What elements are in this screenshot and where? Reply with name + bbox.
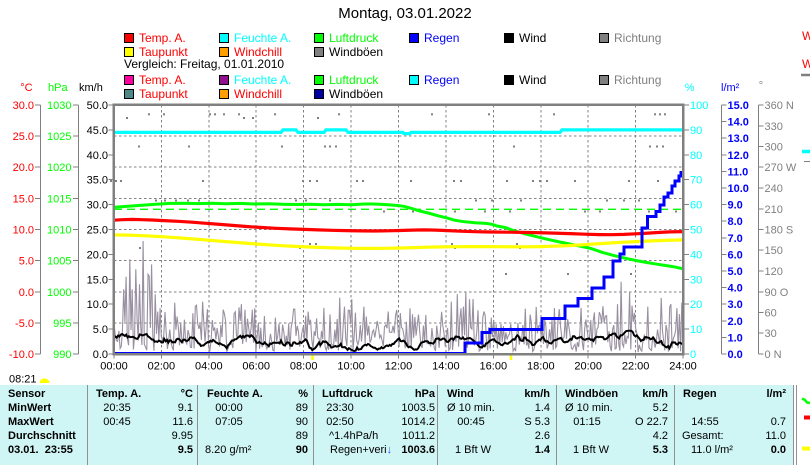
svg-text:5.0: 5.0 (93, 324, 108, 336)
svg-text:15.0: 15.0 (728, 100, 749, 112)
svg-text:25.0: 25.0 (87, 225, 108, 237)
svg-text:3.0: 3.0 (728, 299, 743, 311)
svg-text:10.0: 10.0 (728, 183, 749, 195)
svg-text:1005: 1005 (47, 256, 71, 268)
svg-text:6.0: 6.0 (728, 249, 743, 261)
svg-text:0.0: 0.0 (19, 287, 34, 299)
svg-text:60: 60 (765, 308, 777, 320)
svg-text:20:00: 20:00 (574, 361, 602, 373)
svg-text:70: 70 (690, 175, 702, 187)
svg-text:45.0: 45.0 (87, 125, 108, 137)
svg-text:20.0: 20.0 (13, 162, 34, 174)
svg-text:11.0: 11.0 (728, 166, 749, 178)
svg-text:995: 995 (53, 318, 71, 330)
svg-text:04:00: 04:00 (195, 361, 223, 373)
svg-text:1015: 1015 (47, 193, 71, 205)
svg-text:210: 210 (765, 204, 783, 216)
svg-text:08:21: 08:21 (9, 374, 37, 386)
svg-text:120: 120 (765, 266, 783, 278)
svg-text:8.0: 8.0 (728, 216, 743, 228)
svg-text:10: 10 (690, 324, 702, 336)
svg-text:300: 300 (765, 142, 783, 154)
svg-text:0: 0 (690, 349, 696, 361)
svg-text:20.0: 20.0 (87, 249, 108, 261)
svg-text:90: 90 (690, 125, 702, 137)
svg-text:240: 240 (765, 183, 783, 195)
svg-text:1010: 1010 (47, 225, 71, 237)
svg-text:14:00: 14:00 (432, 361, 460, 373)
svg-text:30.0: 30.0 (87, 200, 108, 212)
svg-text:%: % (685, 82, 695, 94)
svg-text:90 O: 90 O (765, 287, 789, 299)
svg-text:18:00: 18:00 (527, 361, 555, 373)
svg-text:22:00: 22:00 (622, 361, 650, 373)
svg-text:°C: °C (20, 82, 32, 94)
svg-text:10.0: 10.0 (87, 299, 108, 311)
svg-text:13.0: 13.0 (728, 133, 749, 145)
svg-text:1025: 1025 (47, 131, 71, 143)
svg-text:7.0: 7.0 (728, 233, 743, 245)
svg-text:12:00: 12:00 (385, 361, 413, 373)
svg-text:0.0: 0.0 (93, 349, 108, 361)
svg-text:990: 990 (53, 349, 71, 361)
svg-text:14.0: 14.0 (728, 117, 749, 129)
svg-text:1030: 1030 (47, 100, 71, 112)
svg-text:°: ° (759, 80, 763, 92)
svg-text:5.0: 5.0 (19, 256, 34, 268)
svg-text:15.0: 15.0 (87, 274, 108, 286)
svg-text:25.0: 25.0 (13, 131, 34, 143)
svg-text:1020: 1020 (47, 162, 71, 174)
svg-text:1.0: 1.0 (728, 332, 743, 344)
svg-text:330: 330 (765, 121, 783, 133)
svg-text:30.0: 30.0 (13, 100, 34, 112)
svg-text:270 W: 270 W (765, 162, 797, 174)
svg-text:30: 30 (765, 328, 777, 340)
svg-text:0.0: 0.0 (728, 349, 743, 361)
svg-text:2.0: 2.0 (728, 316, 743, 328)
svg-text:12.0: 12.0 (728, 150, 749, 162)
svg-text:06:00: 06:00 (242, 361, 270, 373)
svg-text:50: 50 (690, 225, 702, 237)
svg-text:l/m²: l/m² (721, 82, 740, 94)
svg-text:35.0: 35.0 (87, 175, 108, 187)
svg-text:180 S: 180 S (765, 225, 794, 237)
svg-text:4.0: 4.0 (728, 283, 743, 295)
svg-text:km/h: km/h (79, 82, 103, 94)
svg-text:20: 20 (690, 299, 702, 311)
svg-text:0 N: 0 N (765, 349, 782, 361)
svg-text:5.0: 5.0 (728, 266, 743, 278)
svg-text:9.0: 9.0 (728, 200, 743, 212)
svg-text:15.0: 15.0 (13, 193, 34, 205)
svg-text:80: 80 (690, 150, 702, 162)
svg-text:16:00: 16:00 (480, 361, 508, 373)
svg-text:W: W (802, 29, 810, 43)
svg-text:40.0: 40.0 (87, 150, 108, 162)
svg-text:1000: 1000 (47, 287, 71, 299)
svg-text:08:00: 08:00 (290, 361, 318, 373)
svg-text:10:00: 10:00 (337, 361, 365, 373)
svg-text:360 N: 360 N (765, 100, 794, 112)
svg-text:150: 150 (765, 245, 783, 257)
svg-text:30: 30 (690, 274, 702, 286)
svg-text:60: 60 (690, 200, 702, 212)
svg-text:24:00: 24:00 (669, 361, 697, 373)
svg-text:00:00: 00:00 (100, 361, 128, 373)
svg-text:02:00: 02:00 (148, 361, 176, 373)
svg-text:hPa: hPa (48, 82, 68, 94)
svg-text:-5.0: -5.0 (15, 318, 34, 330)
svg-text:100: 100 (690, 100, 708, 112)
svg-text:40: 40 (690, 249, 702, 261)
svg-text:W: W (802, 57, 810, 71)
svg-text:50.0: 50.0 (87, 100, 108, 112)
svg-text:-10.0: -10.0 (9, 349, 34, 361)
svg-text:10.0: 10.0 (13, 225, 34, 237)
